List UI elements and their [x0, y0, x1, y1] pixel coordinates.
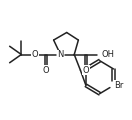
Text: Br: Br [114, 81, 124, 90]
Text: O: O [43, 66, 49, 75]
Text: O: O [83, 66, 89, 75]
Text: O: O [32, 50, 38, 59]
Text: OH: OH [102, 50, 115, 59]
Text: N: N [57, 50, 64, 59]
